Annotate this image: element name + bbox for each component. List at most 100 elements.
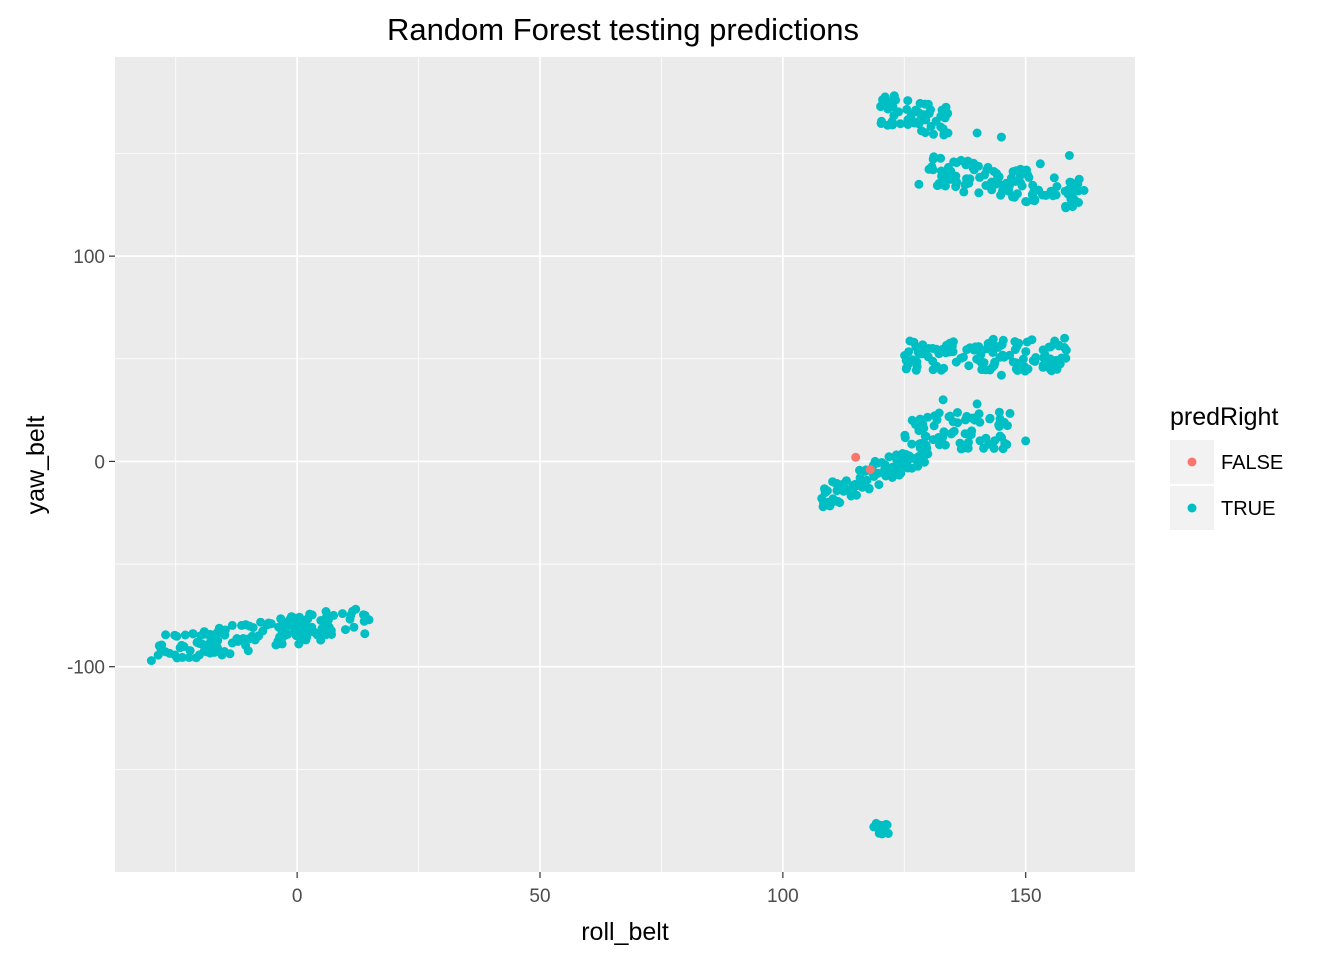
data-point-true: [1054, 340, 1064, 350]
data-point-true: [911, 342, 921, 352]
data-point-true: [321, 612, 331, 622]
data-point-true: [1064, 151, 1074, 160]
data-point-true: [1020, 366, 1030, 376]
data-point-true: [907, 439, 917, 449]
data-point-true: [974, 342, 984, 352]
data-point-true: [209, 647, 219, 657]
data-point-true: [891, 450, 901, 460]
data-point-true: [964, 437, 973, 447]
data-point-true: [823, 497, 833, 507]
y-axis-title: yaw_belt: [22, 416, 50, 515]
data-point-true: [951, 357, 961, 367]
data-point-true: [301, 620, 311, 630]
data-point-true: [277, 626, 287, 636]
data-point-true: [1021, 347, 1031, 357]
data-point-true: [324, 622, 334, 632]
data-point-true: [832, 479, 842, 488]
data-point-true: [975, 417, 985, 427]
data-point-true: [930, 411, 940, 421]
data-point-true: [914, 179, 924, 189]
x-tick-label: 50: [529, 886, 550, 907]
data-point-true: [949, 426, 959, 436]
data-point-true: [889, 91, 899, 101]
data-point-true: [1010, 337, 1020, 347]
data-point-true: [884, 452, 894, 462]
data-point-true: [953, 418, 963, 428]
data-point-true: [881, 471, 891, 481]
data-point-true: [227, 638, 237, 648]
data-point-true: [1049, 173, 1059, 183]
data-point-true: [929, 152, 939, 162]
data-point-true: [1045, 364, 1055, 374]
data-points: [146, 91, 1089, 839]
y-tick-label: 0: [94, 452, 105, 473]
data-point-true: [974, 409, 984, 419]
x-tick-label: 100: [767, 886, 799, 907]
data-point-true: [1029, 187, 1039, 197]
data-point-true: [928, 435, 938, 445]
legend-label-false: FALSE: [1221, 452, 1283, 474]
data-point-true: [929, 129, 938, 139]
data-point-true: [917, 438, 927, 448]
data-point-true: [924, 344, 934, 353]
data-point-true: [959, 187, 969, 197]
data-point-true: [870, 456, 880, 466]
data-point-true: [213, 636, 223, 646]
legend-title: predRight: [1170, 403, 1278, 431]
data-point-true: [903, 96, 913, 106]
data-point-true: [896, 468, 906, 478]
data-point-true: [965, 174, 975, 184]
data-point-true: [822, 486, 832, 496]
x-tick-label: 0: [292, 886, 303, 907]
data-point-true: [918, 115, 928, 124]
data-point-true: [946, 166, 956, 176]
data-point-true: [955, 438, 965, 448]
data-point-true: [201, 647, 211, 657]
data-point-true: [966, 430, 976, 440]
grid-lines: [115, 57, 1135, 872]
data-point-true: [904, 347, 914, 357]
data-point-true: [997, 340, 1007, 350]
data-point-true: [1030, 195, 1040, 205]
data-point-true: [213, 627, 223, 637]
data-point-true: [858, 477, 868, 487]
data-point-true: [1061, 353, 1071, 363]
data-point-true: [295, 612, 304, 622]
data-point-true: [1051, 355, 1061, 365]
data-point-true: [938, 395, 948, 405]
data-point-true: [273, 639, 283, 649]
data-point-true: [165, 648, 175, 658]
data-point-true: [1074, 198, 1083, 207]
data-point-true: [996, 370, 1006, 380]
y-tick-label: 100: [73, 247, 105, 268]
data-point-true: [943, 128, 953, 138]
data-point-true: [1012, 358, 1022, 368]
data-point-true: [920, 128, 930, 138]
data-point-true: [969, 165, 979, 175]
data-point-true: [901, 364, 911, 374]
data-point-true: [258, 626, 268, 636]
data-point-true: [329, 610, 339, 620]
data-point-true: [1005, 350, 1015, 360]
data-point-true: [351, 604, 361, 614]
data-point-true: [360, 629, 370, 639]
data-point-true: [888, 102, 898, 112]
legend: predRight FALSE TRUE: [1170, 403, 1283, 530]
data-point-true: [248, 623, 258, 633]
data-point-true: [839, 486, 849, 496]
data-point-true: [188, 629, 198, 639]
data-point-true: [929, 421, 939, 431]
data-point-true: [177, 652, 187, 662]
data-point-true: [958, 352, 968, 362]
data-point-true: [1066, 194, 1076, 204]
data-point-true: [979, 443, 989, 453]
data-point-true: [184, 653, 194, 662]
data-point-true: [947, 342, 957, 351]
data-point-true: [349, 622, 359, 632]
legend-label-true: TRUE: [1221, 498, 1275, 520]
data-point-true: [179, 642, 189, 651]
legend-dot-true: [1187, 503, 1197, 513]
data-point-true: [1079, 185, 1089, 195]
data-point-true: [1004, 186, 1014, 196]
data-point-true: [936, 166, 946, 176]
